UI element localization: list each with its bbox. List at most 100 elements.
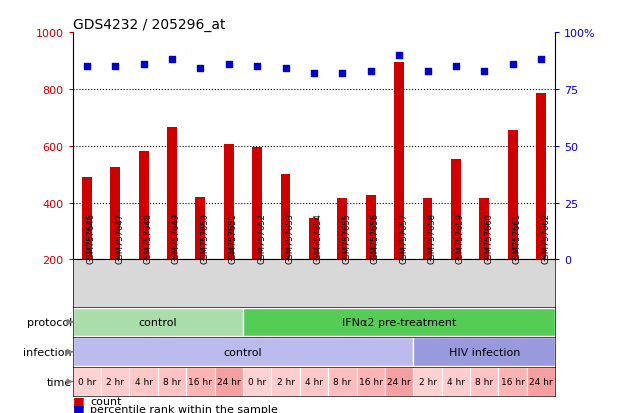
Text: GSM757655: GSM757655 xyxy=(342,213,351,263)
Bar xyxy=(186,367,215,396)
Point xyxy=(139,62,149,68)
Bar xyxy=(338,199,347,260)
Point xyxy=(337,71,347,77)
Bar xyxy=(470,367,498,396)
Text: GSM757653: GSM757653 xyxy=(285,213,295,263)
Text: GDS4232 / 205296_at: GDS4232 / 205296_at xyxy=(73,18,225,32)
Bar xyxy=(73,308,243,337)
Text: protocol: protocol xyxy=(27,317,72,327)
Text: infection: infection xyxy=(23,347,72,357)
Bar xyxy=(357,367,385,396)
Bar xyxy=(451,159,461,260)
Point xyxy=(536,57,546,64)
Text: 8 hr: 8 hr xyxy=(333,377,351,386)
Bar xyxy=(328,367,357,396)
Text: control: control xyxy=(223,347,262,357)
Text: 0 hr: 0 hr xyxy=(78,377,96,386)
Text: 16 hr: 16 hr xyxy=(359,377,382,386)
Bar xyxy=(394,63,404,260)
Bar xyxy=(252,148,262,260)
Point xyxy=(451,64,461,70)
Text: GSM757657: GSM757657 xyxy=(399,213,408,263)
Point xyxy=(507,62,517,68)
Text: GSM757649: GSM757649 xyxy=(172,213,181,263)
Text: 24 hr: 24 hr xyxy=(387,377,411,386)
Text: 8 hr: 8 hr xyxy=(475,377,493,386)
Text: 24 hr: 24 hr xyxy=(217,377,240,386)
Point xyxy=(196,66,206,73)
Text: IFNα2 pre-treatment: IFNα2 pre-treatment xyxy=(342,317,456,327)
Bar xyxy=(423,199,432,260)
Text: GSM757656: GSM757656 xyxy=(371,213,380,263)
Point xyxy=(394,52,404,59)
Bar xyxy=(366,196,375,260)
Text: 8 hr: 8 hr xyxy=(163,377,181,386)
Text: GSM757659: GSM757659 xyxy=(456,213,465,263)
Text: control: control xyxy=(138,317,177,327)
Text: ■: ■ xyxy=(73,394,85,407)
Bar xyxy=(536,94,546,260)
Bar xyxy=(101,367,129,396)
Text: GSM757660: GSM757660 xyxy=(485,213,493,263)
Text: GSM757647: GSM757647 xyxy=(115,213,124,263)
Bar xyxy=(224,145,233,260)
Text: GSM757658: GSM757658 xyxy=(428,213,437,263)
Text: 24 hr: 24 hr xyxy=(529,377,553,386)
Point xyxy=(366,68,376,75)
Bar xyxy=(385,367,413,396)
Bar xyxy=(110,168,120,260)
Text: GSM757651: GSM757651 xyxy=(229,213,238,263)
Bar xyxy=(271,367,300,396)
Bar xyxy=(158,367,186,396)
Text: 2 hr: 2 hr xyxy=(106,377,124,386)
Text: 4 hr: 4 hr xyxy=(305,377,323,386)
Text: GSM757648: GSM757648 xyxy=(144,213,153,263)
Point xyxy=(167,57,177,64)
Text: 0 hr: 0 hr xyxy=(248,377,266,386)
Text: GSM757646: GSM757646 xyxy=(87,213,96,263)
Bar xyxy=(281,175,290,260)
Point xyxy=(480,68,490,75)
Bar xyxy=(129,367,158,396)
Bar xyxy=(139,152,148,260)
Text: GSM757662: GSM757662 xyxy=(541,213,550,263)
Text: 4 hr: 4 hr xyxy=(134,377,153,386)
Text: ■: ■ xyxy=(73,402,85,413)
Point xyxy=(224,62,234,68)
Text: percentile rank within the sample: percentile rank within the sample xyxy=(90,404,278,413)
Bar xyxy=(480,199,489,260)
Bar xyxy=(243,308,555,337)
Bar xyxy=(82,178,91,260)
Point xyxy=(82,64,92,70)
Text: GSM757652: GSM757652 xyxy=(257,213,266,263)
Text: 16 hr: 16 hr xyxy=(501,377,524,386)
Text: 4 hr: 4 hr xyxy=(447,377,465,386)
Text: GSM757650: GSM757650 xyxy=(201,213,209,263)
Bar xyxy=(309,218,319,260)
Bar xyxy=(73,337,413,366)
Bar xyxy=(73,367,101,396)
Text: HIV infection: HIV infection xyxy=(449,347,520,357)
Point xyxy=(252,64,262,70)
Text: 2 hr: 2 hr xyxy=(276,377,295,386)
Bar xyxy=(413,337,555,366)
Bar xyxy=(508,131,517,260)
Bar xyxy=(196,197,205,260)
Text: GSM757654: GSM757654 xyxy=(314,213,323,263)
Bar xyxy=(215,367,243,396)
Text: 16 hr: 16 hr xyxy=(189,377,212,386)
Bar xyxy=(442,367,470,396)
Text: count: count xyxy=(90,396,122,406)
Text: 2 hr: 2 hr xyxy=(418,377,437,386)
Bar xyxy=(413,367,442,396)
Bar xyxy=(498,367,527,396)
Bar xyxy=(243,367,271,396)
Bar xyxy=(527,367,555,396)
Point xyxy=(423,68,433,75)
Point xyxy=(280,66,290,73)
Bar xyxy=(300,367,328,396)
Point xyxy=(110,64,120,70)
Text: time: time xyxy=(47,377,72,387)
Text: GSM757661: GSM757661 xyxy=(512,213,522,263)
Point xyxy=(309,71,319,77)
